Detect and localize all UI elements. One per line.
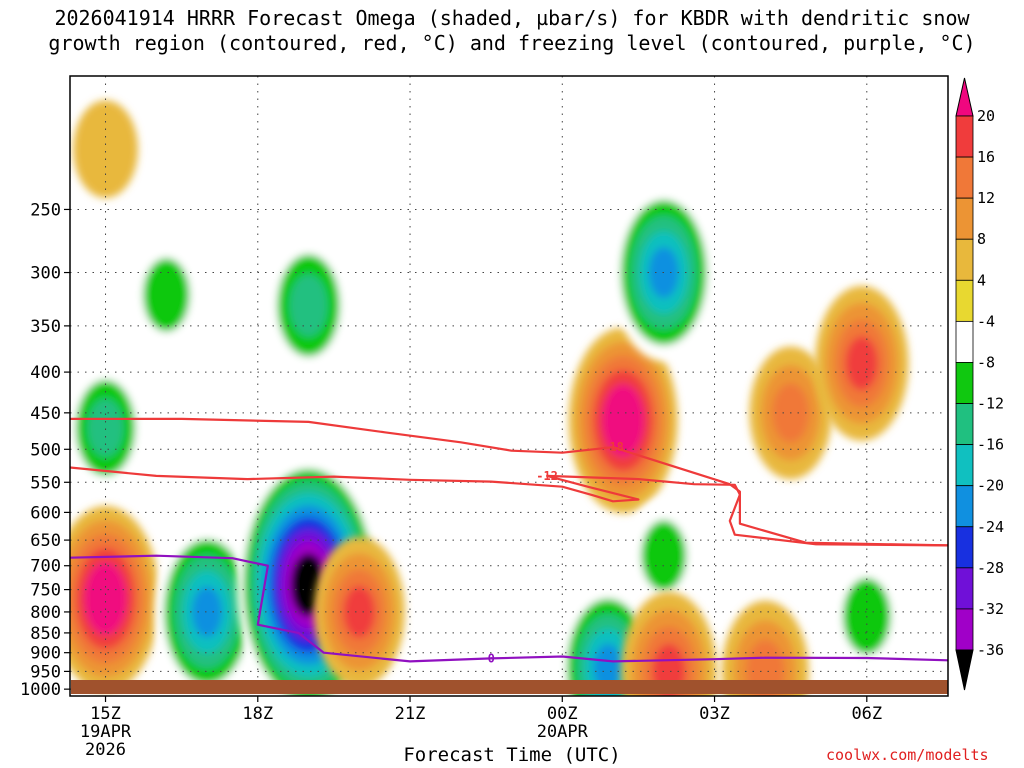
omega-cell: [128, 235, 205, 355]
colorbar-label: -12: [977, 395, 1004, 413]
colorbar-under-triangle: [955, 649, 974, 691]
omega-band: [845, 336, 878, 391]
colorbar-box: [955, 156, 974, 199]
y-tick-label: 700: [30, 557, 61, 577]
omega-shading: [70, 100, 909, 696]
omega-band: [641, 520, 687, 592]
omega-cell: [73, 100, 138, 198]
colorbar-label: 12: [977, 189, 995, 207]
colorbar-label: 16: [977, 148, 995, 166]
colorbar-box: [955, 608, 974, 651]
colorbar-box: [955, 115, 974, 158]
omega-cell: [721, 600, 809, 696]
omega-band: [73, 100, 138, 198]
colorbar-box: [955, 362, 974, 404]
colorbar-label: -32: [977, 600, 1004, 618]
colorbar-box: [955, 403, 974, 446]
y-tick-label: 750: [30, 581, 61, 601]
omega-cell: [265, 234, 352, 377]
colorbar-label: 20: [977, 107, 995, 125]
y-tick-label: 1000: [20, 680, 61, 700]
y-tick-label: 900: [30, 644, 61, 664]
dgz-contour: [70, 417, 948, 547]
omega-cell: [815, 285, 909, 441]
x-date-label: 19APR: [80, 722, 132, 742]
y-tick-label: 600: [30, 503, 61, 523]
chart-subtitle: growth region (contoured, red, °C) and f…: [48, 31, 976, 55]
y-tick-label: 500: [30, 440, 61, 460]
colorbar-box: [955, 320, 974, 363]
x-tick-label: 21Z: [395, 704, 426, 724]
dgz-contour-label: -12: [536, 469, 558, 483]
omega-cell: [70, 361, 147, 495]
y-tick-label: 650: [30, 531, 61, 551]
omega-cell: [70, 505, 160, 692]
y-tick-label: 400: [30, 363, 61, 383]
y-tick-label: 300: [30, 264, 61, 284]
omega-band: [192, 586, 222, 638]
colorbar-label: 4: [977, 271, 986, 289]
y-tick-label: 250: [30, 200, 61, 220]
colorbar-box: [955, 567, 974, 610]
colorbar-label: -28: [977, 559, 1004, 577]
omega-band: [92, 576, 119, 622]
x-year-label: 2026: [85, 740, 126, 760]
x-axis-label: Forecast Time (UTC): [403, 744, 621, 766]
x-tick-label: 18Z: [242, 704, 273, 724]
dgz-contour-label: -18: [602, 440, 624, 454]
colorbar-label: -36: [977, 641, 1004, 659]
colorbar-box: [955, 279, 974, 322]
omega-cell: [621, 591, 717, 696]
omega-band: [593, 643, 623, 692]
source-credit[interactable]: coolwx.com/modelts: [826, 746, 989, 764]
colorbar-label: -16: [977, 436, 1004, 454]
colorbar-label: -24: [977, 518, 1004, 536]
omega-band: [143, 258, 190, 332]
x-tick-label: 00Z: [547, 704, 578, 724]
omega-colorbar: 20 16 12 8 4 -4 -8 -12 -16 -20 -24 -28 -32 -36: [955, 77, 1004, 691]
plot-frame: [69, 75, 949, 697]
omega-band: [297, 565, 320, 605]
omega-cell: [313, 536, 405, 688]
omega-band: [343, 585, 376, 639]
colorbar-label: -4: [977, 312, 995, 330]
omega-band: [610, 397, 637, 443]
y-tick-label: 950: [30, 662, 61, 682]
y-axis-ticks: 2503003504004505005506006507007508008509…: [20, 200, 70, 700]
contour-lines: -12 -18 0: [70, 417, 948, 665]
x-tick-label: 03Z: [699, 704, 730, 724]
colorbar-box: [955, 238, 974, 281]
ground-surface: [71, 680, 948, 694]
y-tick-label: 450: [30, 404, 61, 424]
y-tick-label: 550: [30, 473, 61, 493]
omega-band: [289, 274, 328, 337]
omega-cell: [626, 498, 701, 614]
x-tick-label: 06Z: [851, 704, 882, 724]
y-tick-label: 800: [30, 603, 61, 623]
y-tick-label: 350: [30, 317, 61, 337]
colorbar-box: [955, 526, 974, 569]
freezing-level-contour-label: 0: [488, 651, 495, 665]
omega-band: [87, 398, 124, 458]
colorbar-label: -8: [977, 353, 995, 371]
y-tick-label: 850: [30, 624, 61, 644]
colorbar-over-triangle: [955, 77, 974, 117]
x-tick-label: 15Z: [90, 704, 121, 724]
x-date-label: 20APR: [537, 722, 589, 742]
freezing-level-contour: [70, 554, 948, 663]
omega-cell: [568, 327, 678, 514]
dgz-contour: [70, 466, 948, 547]
colorbar-box: [955, 197, 974, 240]
colorbar-box: [955, 485, 974, 528]
colorbar-label: 8: [977, 230, 986, 248]
colorbar-label: -20: [977, 477, 1004, 495]
chart-title: 2026041914 HRRR Forecast Omega (shaded, …: [54, 6, 970, 30]
colorbar-box: [955, 444, 974, 487]
omega-cell: [154, 523, 260, 696]
